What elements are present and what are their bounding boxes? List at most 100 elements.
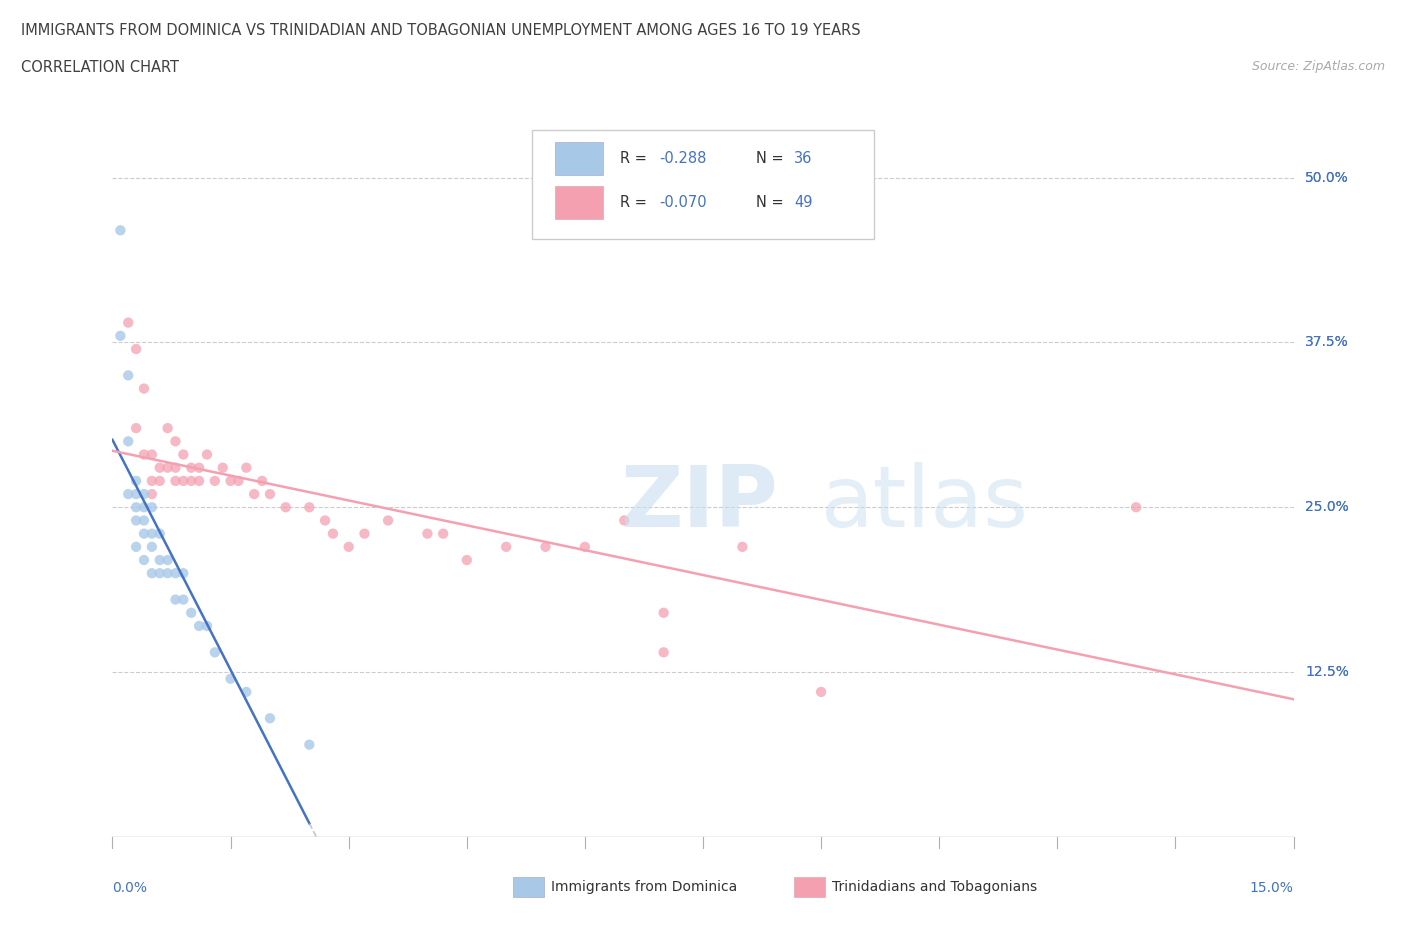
- Point: [188, 460, 211, 475]
- Text: 15.0%: 15.0%: [1250, 881, 1294, 895]
- Point: [141, 526, 163, 541]
- Point: [141, 565, 163, 580]
- Point: [810, 684, 832, 699]
- Text: 25.0%: 25.0%: [1305, 500, 1350, 514]
- Point: [274, 499, 297, 514]
- Point: [652, 644, 675, 659]
- Point: [235, 684, 257, 699]
- Point: [353, 526, 375, 541]
- Point: [149, 552, 172, 567]
- Point: [149, 565, 172, 580]
- Text: R =: R =: [620, 194, 652, 210]
- Point: [149, 460, 172, 475]
- Point: [132, 526, 155, 541]
- Point: [228, 473, 250, 488]
- Point: [180, 460, 202, 475]
- Point: [250, 473, 273, 488]
- Text: Source: ZipAtlas.com: Source: ZipAtlas.com: [1251, 60, 1385, 73]
- Point: [149, 526, 172, 541]
- Point: [574, 539, 596, 554]
- Text: 12.5%: 12.5%: [1305, 665, 1350, 679]
- Point: [125, 420, 148, 435]
- Point: [172, 592, 194, 607]
- Text: 0.0%: 0.0%: [112, 881, 148, 895]
- Text: 37.5%: 37.5%: [1305, 336, 1350, 350]
- Point: [141, 499, 163, 514]
- Point: [204, 644, 226, 659]
- Text: 25.0%: 25.0%: [1305, 500, 1350, 514]
- Text: atlas: atlas: [821, 462, 1029, 545]
- Text: 49: 49: [794, 194, 813, 210]
- Text: Immigrants from Dominica: Immigrants from Dominica: [551, 880, 737, 895]
- Point: [613, 513, 636, 528]
- Point: [188, 473, 211, 488]
- Point: [156, 420, 179, 435]
- Point: [125, 539, 148, 554]
- Text: Trinidadians and Tobagonians: Trinidadians and Tobagonians: [832, 880, 1038, 895]
- Point: [188, 618, 211, 633]
- FancyBboxPatch shape: [555, 186, 603, 219]
- Point: [211, 460, 233, 475]
- Point: [141, 473, 163, 488]
- Point: [165, 434, 187, 449]
- Point: [165, 565, 187, 580]
- Point: [235, 460, 257, 475]
- Text: 36: 36: [794, 152, 813, 166]
- Text: ZIP: ZIP: [620, 462, 778, 545]
- Point: [172, 565, 194, 580]
- FancyBboxPatch shape: [555, 142, 603, 175]
- Point: [195, 618, 218, 633]
- Point: [377, 513, 399, 528]
- Point: [219, 473, 242, 488]
- Text: 50.0%: 50.0%: [1305, 170, 1350, 184]
- Point: [117, 315, 139, 330]
- Point: [456, 552, 478, 567]
- Point: [165, 473, 187, 488]
- FancyBboxPatch shape: [531, 130, 875, 239]
- Point: [298, 737, 321, 752]
- Point: [141, 539, 163, 554]
- Point: [132, 513, 155, 528]
- Point: [149, 473, 172, 488]
- Text: 12.5%: 12.5%: [1305, 665, 1350, 679]
- Point: [132, 447, 155, 462]
- Text: 50.0%: 50.0%: [1305, 170, 1350, 184]
- Point: [125, 473, 148, 488]
- Point: [180, 473, 202, 488]
- Point: [117, 434, 139, 449]
- Point: [314, 513, 336, 528]
- Point: [495, 539, 517, 554]
- Point: [125, 341, 148, 356]
- Text: -0.070: -0.070: [659, 194, 707, 210]
- Point: [132, 381, 155, 396]
- Point: [172, 473, 194, 488]
- Point: [132, 499, 155, 514]
- Text: N =: N =: [756, 194, 789, 210]
- Text: IMMIGRANTS FROM DOMINICA VS TRINIDADIAN AND TOBAGONIAN UNEMPLOYMENT AMONG AGES 1: IMMIGRANTS FROM DOMINICA VS TRINIDADIAN …: [21, 23, 860, 38]
- Point: [141, 447, 163, 462]
- Point: [195, 447, 218, 462]
- Point: [259, 711, 281, 725]
- Point: [125, 499, 148, 514]
- Point: [117, 486, 139, 501]
- Point: [534, 539, 557, 554]
- Point: [652, 605, 675, 620]
- Point: [165, 460, 187, 475]
- Point: [117, 368, 139, 383]
- Point: [180, 605, 202, 620]
- Point: [165, 592, 187, 607]
- Point: [172, 447, 194, 462]
- Point: [416, 526, 439, 541]
- Text: CORRELATION CHART: CORRELATION CHART: [21, 60, 179, 75]
- Point: [432, 526, 454, 541]
- Point: [298, 499, 321, 514]
- Point: [110, 328, 132, 343]
- Text: 37.5%: 37.5%: [1305, 336, 1350, 350]
- Text: R =: R =: [620, 152, 652, 166]
- Point: [125, 486, 148, 501]
- Point: [132, 552, 155, 567]
- Point: [125, 513, 148, 528]
- Point: [132, 486, 155, 501]
- Point: [204, 473, 226, 488]
- Point: [156, 460, 179, 475]
